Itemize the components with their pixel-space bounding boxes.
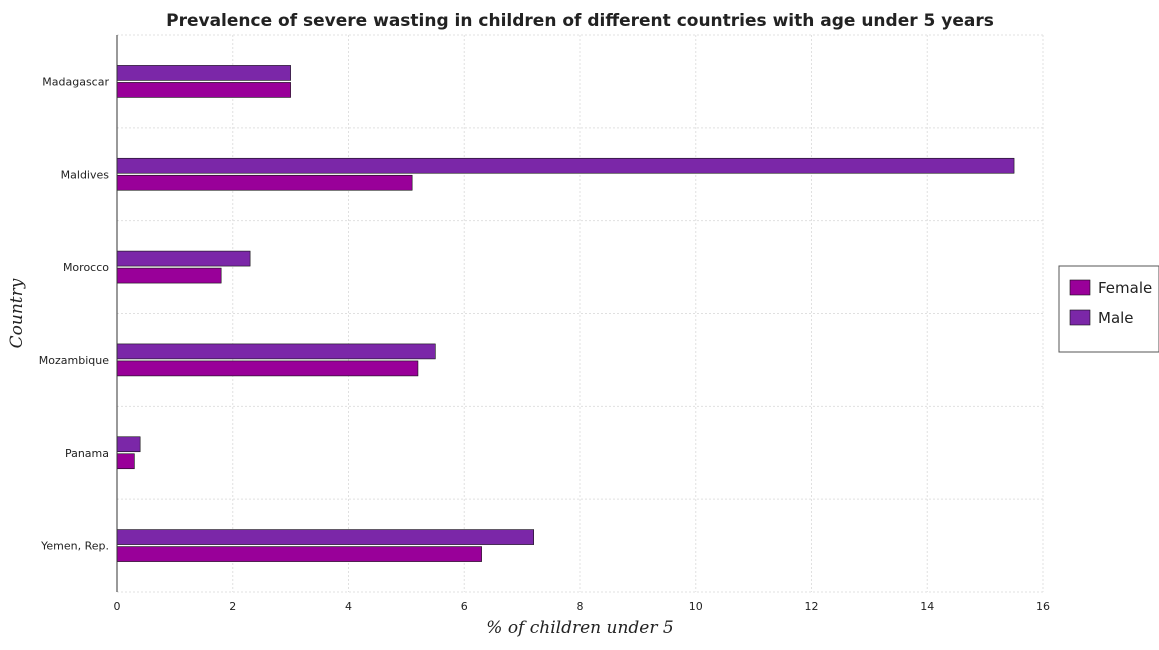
bar-male	[116, 436, 141, 453]
grid	[116, 34, 1044, 593]
y-tick-labels: Madagascar Maldives Morocco Mozambique Panam…	[39, 75, 110, 552]
y-tick-label: Maldives	[61, 168, 110, 181]
bar-male	[116, 65, 291, 81]
x-tick-label: 2	[229, 600, 236, 613]
x-tick-label: 8	[577, 600, 584, 613]
x-tick-label: 12	[805, 600, 819, 613]
legend-swatch-male	[1069, 309, 1091, 326]
y-tick-label: Yemen, Rep.	[40, 540, 109, 553]
bar-female	[116, 174, 413, 191]
y-tick-label: Mozambique	[39, 354, 109, 367]
bar-female	[116, 267, 222, 284]
legend-label-male: Male	[1098, 309, 1134, 327]
bar-female	[116, 360, 419, 377]
x-tick-label: 0	[114, 600, 121, 613]
x-tick-label: 16	[1036, 600, 1050, 613]
bar-female	[116, 82, 291, 98]
legend-label-female: Female	[1098, 279, 1152, 297]
chart-title: Prevalence of severe wasting in children…	[166, 11, 994, 31]
x-tick-label: 14	[920, 600, 934, 613]
y-tick-label: Panama	[65, 447, 109, 460]
x-tick-labels: 0 2 4 6 8 10 12 14 16	[114, 600, 1051, 613]
y-tick-label: Madagascar	[42, 75, 109, 88]
legend-swatch-female	[1069, 279, 1091, 296]
bar-male	[116, 157, 1015, 174]
bar-female	[116, 546, 482, 562]
x-axis-label: % of children under 5	[486, 618, 673, 638]
x-tick-label: 4	[345, 600, 352, 613]
bar-male	[116, 529, 535, 545]
y-axis-label: Country	[7, 278, 27, 348]
bar-male	[116, 250, 251, 267]
legend: Female Male	[1058, 265, 1159, 353]
bar-female	[116, 453, 135, 470]
y-tick-label: Morocco	[63, 261, 109, 274]
x-tick-label: 10	[689, 600, 703, 613]
bar-male	[116, 343, 436, 360]
x-tick-label: 6	[461, 600, 468, 613]
